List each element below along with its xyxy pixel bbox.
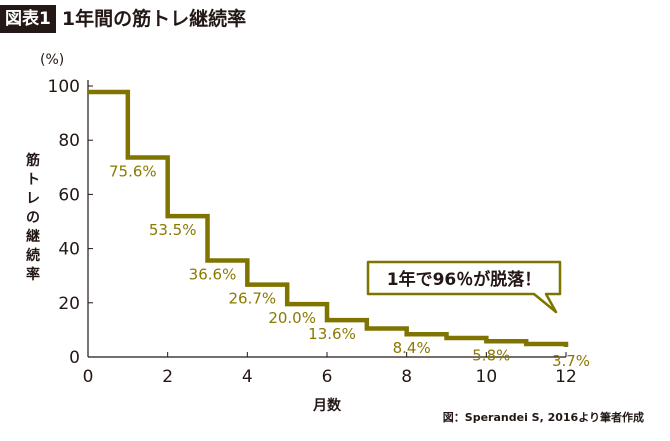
data-label: 26.7%: [229, 290, 277, 308]
source-note: 図：Sperandei S, 2016より筆者作成: [442, 411, 644, 424]
series-step-line: [88, 89, 569, 347]
y-tick-label: 0: [69, 348, 80, 368]
x-tick-label: 10: [476, 367, 498, 387]
y-axis-unit: (%): [40, 52, 64, 68]
x-tick-label: 2: [162, 367, 173, 387]
data-label: 8.4%: [393, 339, 431, 357]
x-tick-label: 12: [555, 367, 577, 387]
x-axis-label: 月数: [312, 397, 342, 414]
y-axis-label: 筋トレの継続率: [26, 153, 40, 283]
data-label: 20.0%: [268, 309, 316, 327]
y-tick-label: 60: [58, 185, 80, 205]
data-label: 5.8%: [472, 346, 510, 364]
data-label: 3.7%: [552, 352, 590, 370]
callout-box: [366, 260, 562, 314]
figure-header: 図表1 1年間の筋トレ継続率: [0, 4, 246, 34]
x-tick-label: 4: [242, 367, 253, 387]
y-tick-label: 100: [48, 77, 80, 97]
x-tick-label: 6: [322, 367, 333, 387]
x-tick-label: 8: [401, 367, 412, 387]
callout-text: 1年で96％が脱落！: [387, 269, 542, 290]
data-label: 13.6%: [308, 325, 356, 343]
data-label: 53.5%: [149, 221, 197, 239]
figure-title: 1年間の筋トレ継続率: [61, 8, 247, 30]
data-label: 75.6%: [109, 163, 157, 181]
y-tick-label: 80: [58, 131, 80, 151]
figure-badge: 図表1: [0, 5, 56, 33]
data-label: 36.6%: [189, 266, 237, 284]
x-tick-label: 0: [83, 367, 94, 387]
y-tick-label: 40: [58, 240, 80, 260]
y-tick-label: 20: [58, 294, 80, 314]
